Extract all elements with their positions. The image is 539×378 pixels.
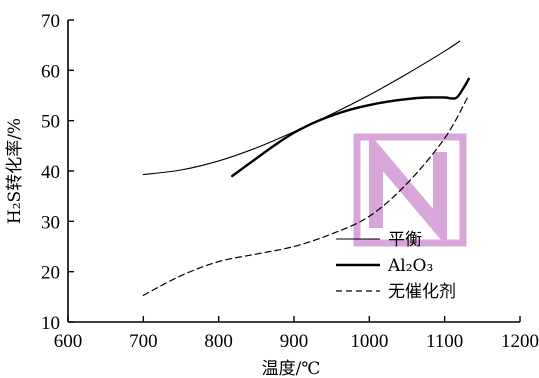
x-tick-label: 1200 <box>501 331 539 352</box>
x-tick-label: 900 <box>280 331 309 352</box>
y-tick-label: 60 <box>41 61 60 82</box>
x-axis-label: 温度/℃ <box>262 359 321 378</box>
y-tick-label: 20 <box>41 263 60 284</box>
legend-item-equilibrium-label: 平衡 <box>388 230 422 250</box>
legend-item-al2o3-label: Al₂O₃ <box>387 256 433 276</box>
y-tick-label: 40 <box>41 162 60 183</box>
x-tick-label: 600 <box>54 331 83 352</box>
watermark-logo <box>369 132 447 248</box>
x-tick-label: 700 <box>129 331 158 352</box>
series-no-catalyst-line <box>142 97 468 296</box>
chart-legend: 平衡 Al₂O₃ 无催化剂 <box>336 230 456 302</box>
x-tick-label: 800 <box>204 331 233 352</box>
chart-axes <box>67 20 520 323</box>
y-tick-label: 10 <box>41 313 60 334</box>
x-tick-label: 1000 <box>350 331 388 352</box>
chart-series <box>142 40 470 296</box>
watermark <box>353 132 467 248</box>
legend-item-no-catalyst-label: 无催化剂 <box>388 282 456 302</box>
watermark-frame <box>353 133 467 247</box>
series-al2o3-line <box>231 77 470 178</box>
y-axis-label: H₂S转化率/% <box>5 118 25 224</box>
y-tick-label: 50 <box>41 112 60 133</box>
series-equilibrium-line <box>142 40 461 176</box>
y-tick-label: 70 <box>41 11 60 32</box>
y-tick-label: 30 <box>41 212 60 233</box>
x-tick-label: 1100 <box>426 331 463 352</box>
chart-ticks: 600 700 800 900 1000 1100 1200 10 20 30 40 50 60 70 <box>41 11 539 352</box>
